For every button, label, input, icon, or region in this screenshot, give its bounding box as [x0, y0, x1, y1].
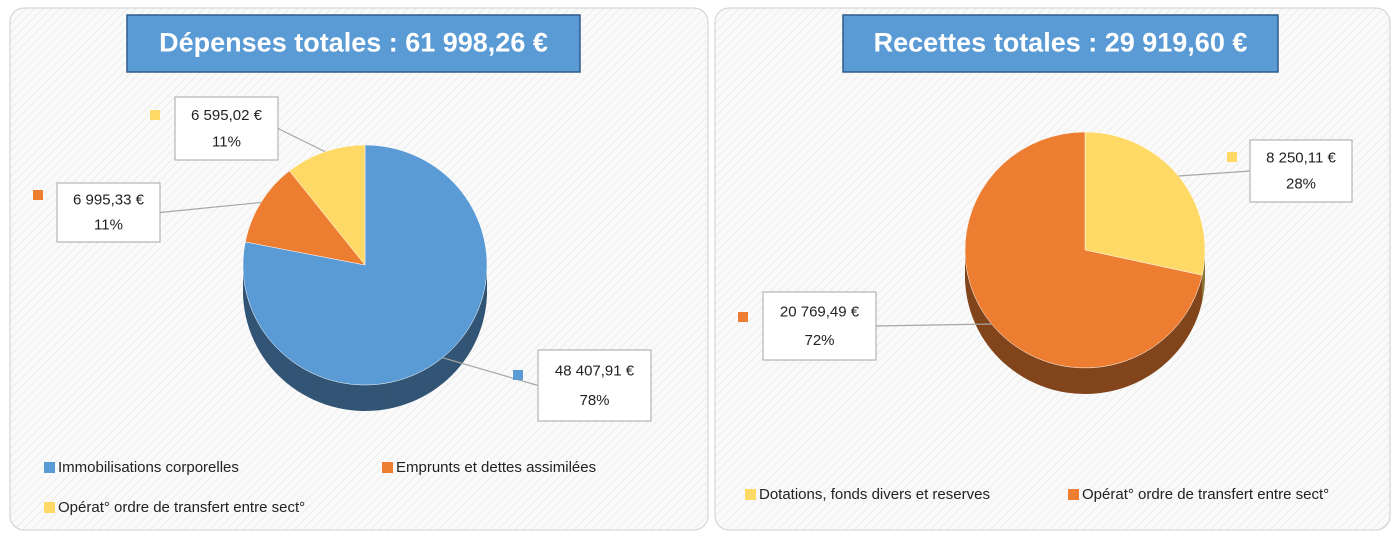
- percent-label: 11%: [212, 133, 241, 150]
- chart-title: Recettes totales : 29 919,60 €: [874, 28, 1248, 58]
- slice: [289, 144, 366, 266]
- label-marker: [513, 370, 523, 380]
- label-box: [762, 291, 877, 361]
- label-marker: [150, 110, 160, 120]
- value-label: 20 769,49 €: [780, 303, 860, 320]
- leader-line: [442, 357, 539, 387]
- slice: [1084, 131, 1206, 276]
- legend-label: Emprunts et dettes assimilées: [396, 459, 596, 476]
- chart-title: Dépenses totales : 61 998,26 €: [159, 28, 548, 58]
- percent-label: 28%: [1286, 176, 1316, 193]
- legend-label: Opérat° ordre de transfert entre sect°: [1082, 486, 1329, 503]
- legend-swatch: [44, 502, 55, 513]
- legend-swatch: [745, 489, 756, 500]
- leader-line: [1178, 170, 1251, 177]
- leader-line: [277, 127, 326, 153]
- title-box: [842, 14, 1279, 73]
- title-box: [126, 14, 581, 73]
- legend-label: Opérat° ordre de transfert entre sect°: [58, 499, 305, 516]
- value-label: 6 995,33 €: [73, 192, 145, 209]
- legend-label: Immobilisations corporelles: [58, 459, 239, 476]
- percent-label: 72%: [804, 332, 834, 349]
- label-marker: [33, 190, 43, 200]
- legend-swatch: [44, 462, 55, 473]
- percent-label: 11%: [94, 216, 123, 233]
- leader-line: [159, 201, 261, 214]
- value-label: 8 250,11 €: [1266, 150, 1336, 167]
- legend-label: Dotations, fonds divers et reserves: [759, 486, 990, 503]
- label-marker: [738, 312, 748, 322]
- legend-swatch: [1068, 489, 1079, 500]
- label-marker: [1227, 152, 1237, 162]
- label-box: [1249, 139, 1353, 203]
- slice: [244, 170, 366, 266]
- label-box: [537, 349, 652, 422]
- percent-label: 78%: [579, 392, 609, 409]
- leader-line: [875, 323, 992, 327]
- legend-swatch: [382, 462, 393, 473]
- value-label: 6 595,02 €: [191, 107, 263, 124]
- label-box: [174, 96, 279, 161]
- value-label: 48 407,91 €: [555, 362, 635, 379]
- label-box: [56, 182, 161, 243]
